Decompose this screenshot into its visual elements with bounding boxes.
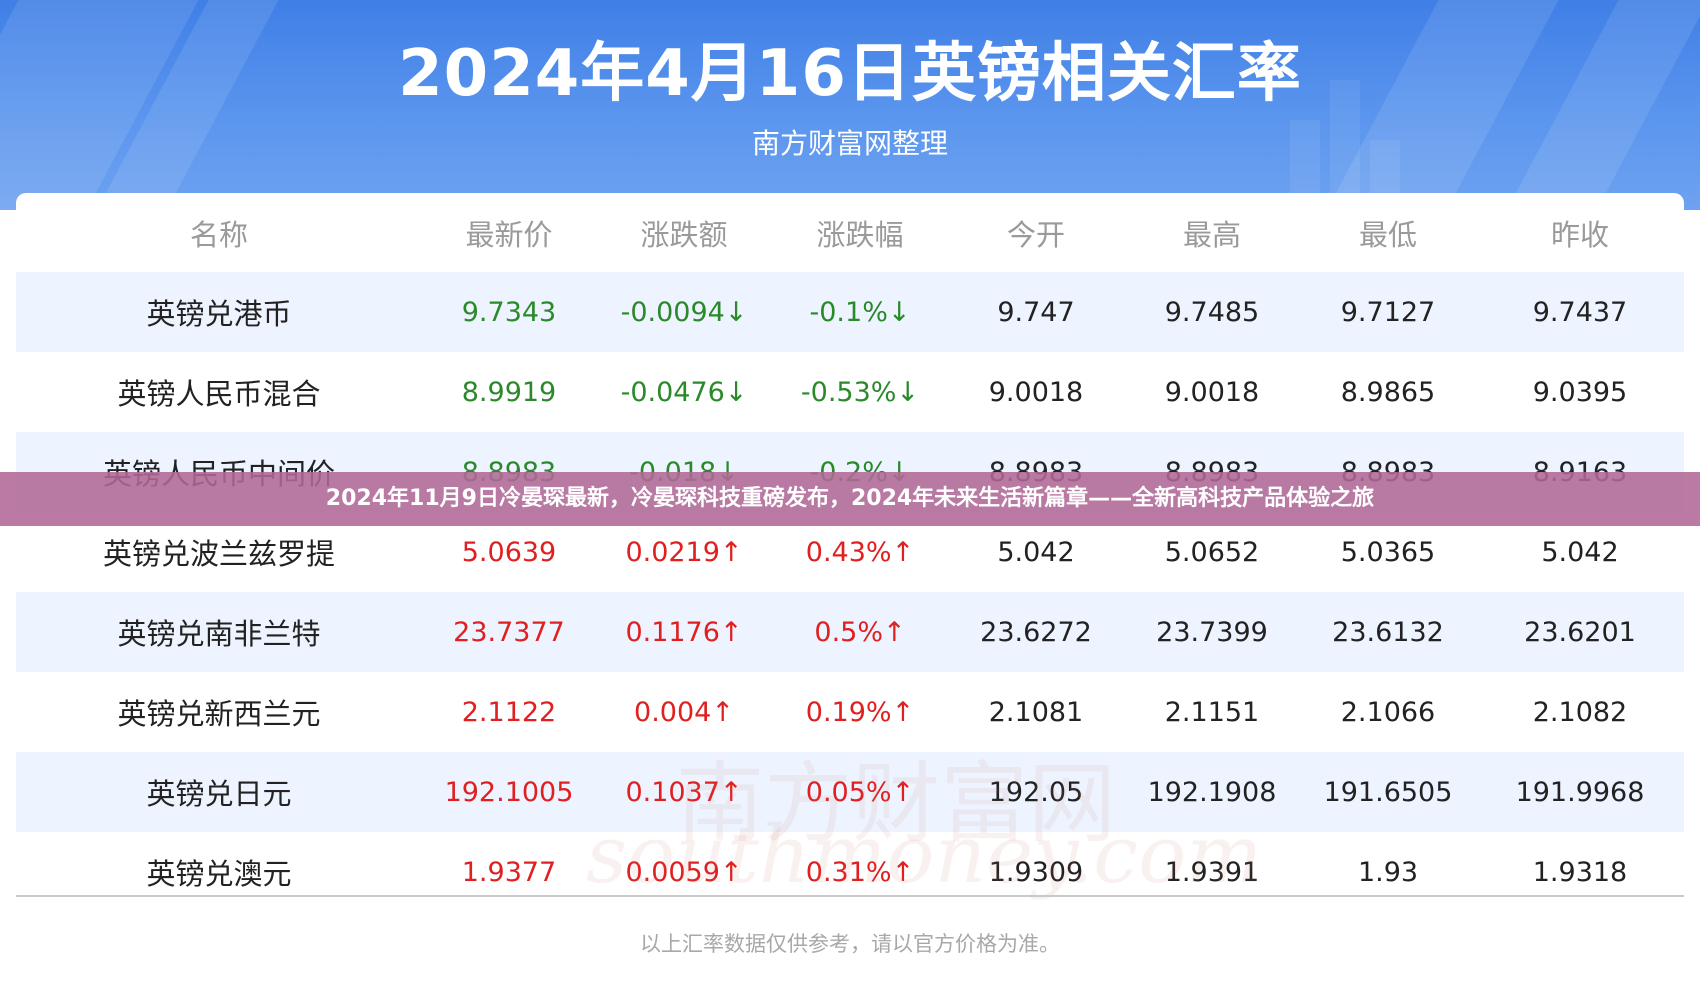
page-title: 2024年4月16日英镑相关汇率 [398,37,1302,111]
column-header-change-pct: 涨跌幅 [816,217,904,252]
cell-open: 5.042 [997,536,1075,568]
cell-high: 23.7399 [1124,592,1300,672]
cell-prev-close: 1.9318 [1532,856,1628,888]
cell-high: 9.7485 [1124,272,1300,352]
table-row: 英镑人民币混合 8.9919 -0.0476↓ -0.53%↓ 9.0018 9.0018… [16,352,1684,432]
cell-open: 9.0018 [988,376,1084,408]
cell-name: 英镑兑波兰兹罗提 [102,537,335,571]
cell-name: 英镑兑港币 [16,272,422,352]
column-header-name: 名称 [189,217,248,252]
cell-low: 8.9865 [1340,376,1436,408]
cell-open: 1.9309 [988,856,1084,888]
cell-low: 5.0365 [1340,536,1436,568]
column-header-high: 最高 [1182,217,1241,252]
table-row: 英镑兑澳元 1.9377 0.0059↑ 0.31%↑ 1.9309 1.9391 1.93… [16,832,1684,912]
cell-price: 192.1005 [422,752,596,832]
cell-change: 0.1037↑ [596,752,772,832]
cell-low: 9.7127 [1300,272,1476,352]
rate-table-card: 名称 最新价 涨跌额 涨跌幅 今开 最高 最低 昨收 英镑兑港币 9.7343 -0… [16,193,1684,1000]
cell-change-pct: 0.19%↑ [805,696,915,728]
header-banner: 2024年4月16日英镑相关汇率 南方财富网整理 [0,0,1700,210]
column-header-open: 今开 [1006,217,1065,252]
article-caption-bar[interactable]: 2024年11月9日冷晏琛最新，冷晏琛科技重磅发布，2024年未来生活新篇章——… [0,472,1700,526]
cell-open: 192.05 [948,752,1124,832]
column-header-low: 最低 [1358,217,1417,252]
rate-table: 名称 最新价 涨跌额 涨跌幅 今开 最高 最低 昨收 英镑兑港币 9.7343 -0… [16,193,1684,912]
cell-low: 1.93 [1357,856,1419,888]
cell-price: 2.1122 [461,696,557,728]
cell-change-pct: 0.43%↑ [805,536,915,568]
cell-change: 0.1176↑ [596,592,772,672]
column-header-price: 最新价 [465,217,553,252]
cell-high: 192.1908 [1124,752,1300,832]
cell-name: 英镑兑新西兰元 [117,697,321,731]
cell-low: 23.6132 [1300,592,1476,672]
cell-name: 英镑人民币混合 [117,377,321,411]
cell-low: 2.1066 [1340,696,1436,728]
cell-open: 23.6272 [948,592,1124,672]
table-row: 英镑兑波兰兹罗提 5.0639 0.0219↑ 0.43%↑ 5.042 5.0652 5.… [16,512,1684,592]
cell-change: 0.004↑ [634,696,734,728]
cell-name: 英镑兑日元 [16,752,422,832]
cell-change-pct: 0.31%↑ [805,856,915,888]
cell-prev-close: 5.042 [1541,536,1619,568]
table-row: 英镑兑港币 9.7343 -0.0094↓ -0.1%↓ 9.747 9.7485 9.71… [16,272,1684,352]
table-row: 英镑兑南非兰特 23.7377 0.1176↑ 0.5%↑ 23.6272 23.7399… [16,592,1684,672]
cell-low: 191.6505 [1300,752,1476,832]
cell-name: 英镑兑南非兰特 [16,592,422,672]
cell-change: -0.0094↓ [596,272,772,352]
cell-high: 2.1151 [1164,696,1260,728]
column-header-prev-close: 昨收 [1550,217,1609,252]
cell-price: 5.0639 [461,536,557,568]
cell-prev-close: 191.9968 [1476,752,1684,832]
page-subtitle: 南方财富网整理 [751,127,948,160]
column-header-change: 涨跌额 [640,217,728,252]
cell-change-pct: 0.05%↑ [772,752,948,832]
banner-decoration [1330,80,1360,210]
cell-change-pct: 0.5%↑ [772,592,948,672]
table-row: 英镑兑新西兰元 2.1122 0.004↑ 0.19%↑ 2.1081 2.1151 2.1… [16,672,1684,752]
cell-prev-close: 23.6201 [1476,592,1684,672]
cell-price: 8.9919 [461,376,557,408]
cell-change-pct: -0.53%↓ [800,376,920,408]
table-bottom-divider [16,895,1684,897]
cell-name: 英镑兑澳元 [146,857,292,891]
cell-price: 23.7377 [422,592,596,672]
cell-change: -0.0476↓ [620,376,748,408]
cell-prev-close: 2.1082 [1532,696,1628,728]
cell-price: 9.7343 [422,272,596,352]
cell-price: 1.9377 [461,856,557,888]
cell-change-pct: -0.1%↓ [772,272,948,352]
cell-high: 1.9391 [1164,856,1260,888]
disclaimer-note: 以上汇率数据仅供参考，请以官方价格为准。 [640,932,1060,956]
cell-change: 0.0059↑ [625,856,743,888]
cell-open: 2.1081 [988,696,1084,728]
cell-prev-close: 9.0395 [1532,376,1628,408]
cell-high: 5.0652 [1164,536,1260,568]
cell-prev-close: 9.7437 [1476,272,1684,352]
table-row: 英镑兑日元 192.1005 0.1037↑ 0.05%↑ 192.05 192.1908… [16,752,1684,832]
cell-open: 9.747 [948,272,1124,352]
table-header-row: 名称 最新价 涨跌额 涨跌幅 今开 最高 最低 昨收 [16,193,1684,272]
cell-change: 0.0219↑ [625,536,743,568]
cell-high: 9.0018 [1164,376,1260,408]
